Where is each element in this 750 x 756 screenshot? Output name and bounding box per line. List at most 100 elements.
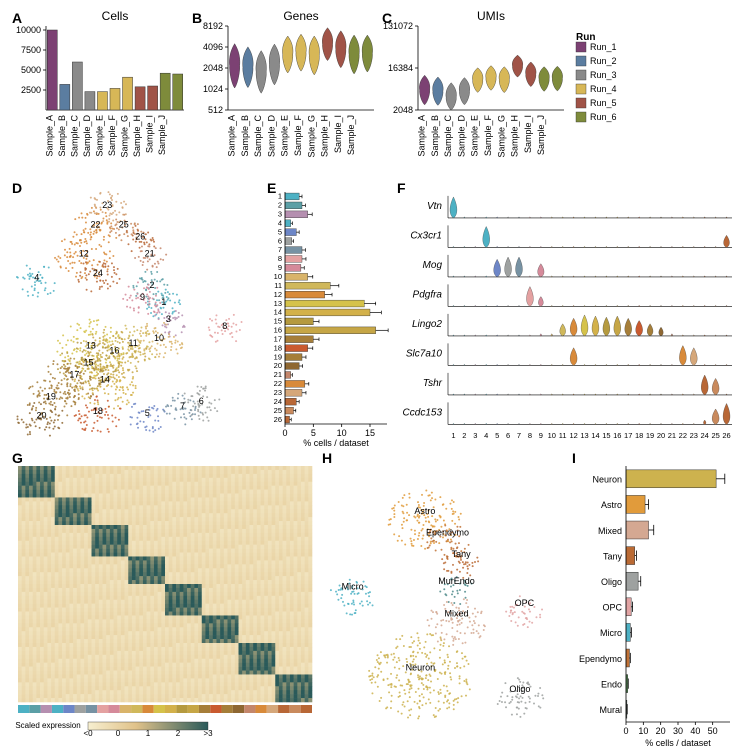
heatmap-cell xyxy=(231,474,235,478)
heatmap-cell xyxy=(169,521,173,525)
heatmap-cell xyxy=(272,474,276,478)
heatmap-cell xyxy=(253,509,257,513)
heatmap-cell xyxy=(58,560,62,564)
heatmap-cell xyxy=(88,560,92,564)
heatmap-cell xyxy=(36,615,40,619)
heatmap-cell xyxy=(18,533,22,537)
heatmap-cell xyxy=(117,564,121,568)
violin xyxy=(309,36,320,75)
legend-swatch xyxy=(576,84,586,94)
umap-point xyxy=(49,381,51,383)
heatmap-cell xyxy=(305,560,309,564)
heatmap-cell xyxy=(227,501,231,505)
heatmap-cell xyxy=(268,608,272,612)
heatmap-cell xyxy=(294,513,298,517)
heatmap-cell xyxy=(283,568,287,572)
heatmap-cell xyxy=(128,580,132,584)
heatmap-cell xyxy=(136,486,140,490)
heatmap-cell xyxy=(279,553,283,557)
umap-point xyxy=(74,231,76,233)
heatmap-cell xyxy=(227,525,231,529)
umap-point xyxy=(70,241,72,243)
umap-point xyxy=(64,368,66,370)
heatmap-cell xyxy=(305,549,309,553)
umap-point xyxy=(83,229,85,231)
heatmap-cell xyxy=(103,576,107,580)
umap-point xyxy=(146,345,148,347)
umap-point xyxy=(96,320,98,322)
heatmap-cell xyxy=(125,545,129,549)
umap-point xyxy=(81,357,83,359)
heatmap-cell xyxy=(301,604,305,608)
umap-point xyxy=(81,212,83,214)
umap-point xyxy=(136,423,138,425)
heatmap-cell xyxy=(268,537,272,541)
expr-violin xyxy=(551,305,552,306)
heatmap-cell xyxy=(268,533,272,537)
heatmap-cell xyxy=(55,580,59,584)
heatmap-cell xyxy=(154,596,158,600)
heatmap-cell xyxy=(176,568,180,572)
heatmap-cell xyxy=(99,474,103,478)
cluster-bar xyxy=(285,407,294,414)
heatmap-cell xyxy=(55,509,59,513)
heatmap-cell xyxy=(66,545,70,549)
heatmap-cell xyxy=(125,482,129,486)
heatmap-cell xyxy=(40,541,44,545)
heatmap-cell xyxy=(198,545,202,549)
heatmap-cell xyxy=(250,545,254,549)
umap-point xyxy=(148,306,150,308)
heatmap-cell xyxy=(220,549,224,553)
expr-violin xyxy=(671,334,673,336)
heatmap-cell xyxy=(69,525,73,529)
umap-point xyxy=(137,312,139,314)
heatmap-cell xyxy=(187,482,191,486)
umap-point xyxy=(57,256,59,258)
heatmap-cell xyxy=(92,600,96,604)
heatmap-cell xyxy=(261,529,265,533)
umap-point xyxy=(34,421,36,423)
heatmap-cell xyxy=(103,568,107,572)
heatmap-cell xyxy=(121,482,125,486)
heatmap-cell xyxy=(272,568,276,572)
umap-point xyxy=(88,382,90,384)
heatmap-cell xyxy=(158,533,162,537)
heatmap-cell xyxy=(220,494,224,498)
heatmap-cell xyxy=(294,521,298,525)
heatmap-cell xyxy=(125,556,129,560)
heatmap-cell xyxy=(253,497,257,501)
expr-violin xyxy=(464,364,465,365)
heatmap-cell xyxy=(246,549,250,553)
heatmap-cell xyxy=(29,537,33,541)
umap-point xyxy=(129,356,131,358)
heatmap-cell xyxy=(95,494,99,498)
heatmap-cell xyxy=(227,612,231,616)
heatmap-cell xyxy=(132,588,136,592)
heatmap-cell xyxy=(62,608,66,612)
umap-point xyxy=(69,252,71,254)
heatmap-cell xyxy=(194,541,198,545)
umap-point xyxy=(150,307,152,309)
legend-swatch xyxy=(576,56,586,66)
heatmap-cell xyxy=(202,466,206,470)
heatmap-cell xyxy=(172,521,176,525)
expr-violin xyxy=(606,246,607,247)
heatmap-cell xyxy=(268,505,272,509)
heatmap-cell xyxy=(66,572,70,576)
umap-point xyxy=(117,369,119,371)
heatmap-cell xyxy=(202,541,206,545)
heatmap-cell xyxy=(220,490,224,494)
expr-violin xyxy=(573,394,574,395)
heatmap-cell xyxy=(176,596,180,600)
heatmap-cell xyxy=(121,604,125,608)
violin xyxy=(362,35,373,72)
heatmap-cell xyxy=(92,478,96,482)
heatmap-cell xyxy=(227,596,231,600)
heatmap-cell xyxy=(132,482,136,486)
umap-point xyxy=(87,380,89,382)
heatmap-cell xyxy=(253,584,257,588)
heatmap-cell xyxy=(154,474,158,478)
umap-point xyxy=(90,238,92,240)
heatmap-cell xyxy=(29,615,33,619)
heatmap-cell xyxy=(77,568,81,572)
